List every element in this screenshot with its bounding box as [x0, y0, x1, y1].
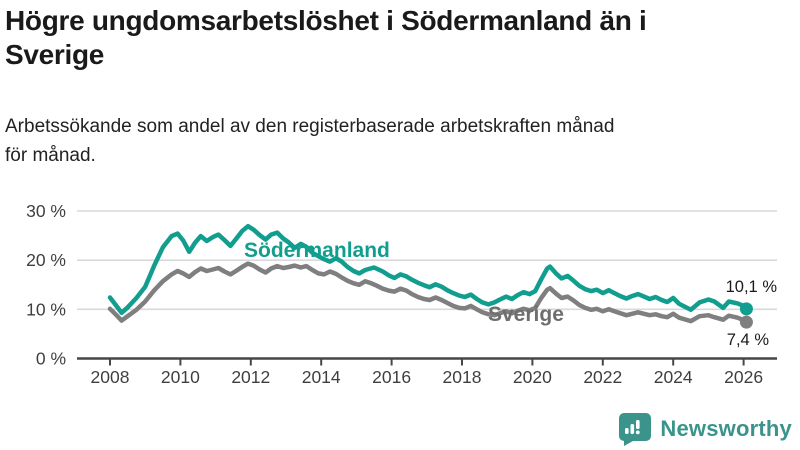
end-value-label-sodermanland: 10,1 % — [726, 278, 778, 296]
x-tick-label: 2024 — [654, 367, 693, 387]
y-tick-label: 20 % — [26, 250, 66, 270]
x-tick-label: 2014 — [302, 367, 341, 387]
newsworthy-logo: Newsworthy — [616, 411, 792, 446]
series-line-sodermanland — [107, 223, 749, 316]
x-tick-label: 2010 — [161, 367, 200, 387]
x-tick-label: 2026 — [724, 367, 763, 387]
x-tick-label: 2016 — [372, 367, 411, 387]
unemployment-line-chart: 2008 2010 2012 2014 2016 2018 2020 2022 2024 2026… — [26, 201, 778, 387]
chart-title: Högre ungdomsarbetslöshet i Södermanland… — [5, 4, 795, 72]
chart-subtitle-line2: för månad. — [5, 145, 96, 166]
end-value-label-sverige: 7,4 % — [727, 331, 770, 349]
series-end-dot-sverige — [739, 315, 753, 329]
series-end-dot-sodermanland — [739, 302, 753, 316]
x-tick-label: 2012 — [231, 367, 270, 387]
series-label-sodermanland: Södermanland — [244, 239, 390, 262]
y-tick-label: 30 % — [26, 201, 66, 221]
series-label-sverige: Sverige — [488, 303, 564, 326]
series-line-sverige — [107, 261, 749, 325]
x-tick-label: 2022 — [583, 367, 622, 387]
chart-subtitle-line1: Arbetssökande som andel av den registerb… — [5, 116, 615, 137]
bar-chart-speech-bubble-icon — [619, 413, 652, 446]
x-tick-label: 2008 — [91, 367, 130, 387]
newsworthy-brand-text: Newsworthy — [660, 415, 792, 441]
chart-subtitle: Arbetssökande som andel av den registerb… — [5, 112, 790, 170]
x-tick-label: 2020 — [513, 367, 552, 387]
y-tick-label: 10 % — [26, 299, 66, 319]
x-tick-label: 2018 — [443, 367, 482, 387]
chart-title-line2: Sverige — [5, 39, 105, 70]
chart-title-line1: Högre ungdomsarbetslöshet i Södermanland… — [5, 5, 647, 36]
y-tick-label: 0 % — [36, 349, 66, 369]
